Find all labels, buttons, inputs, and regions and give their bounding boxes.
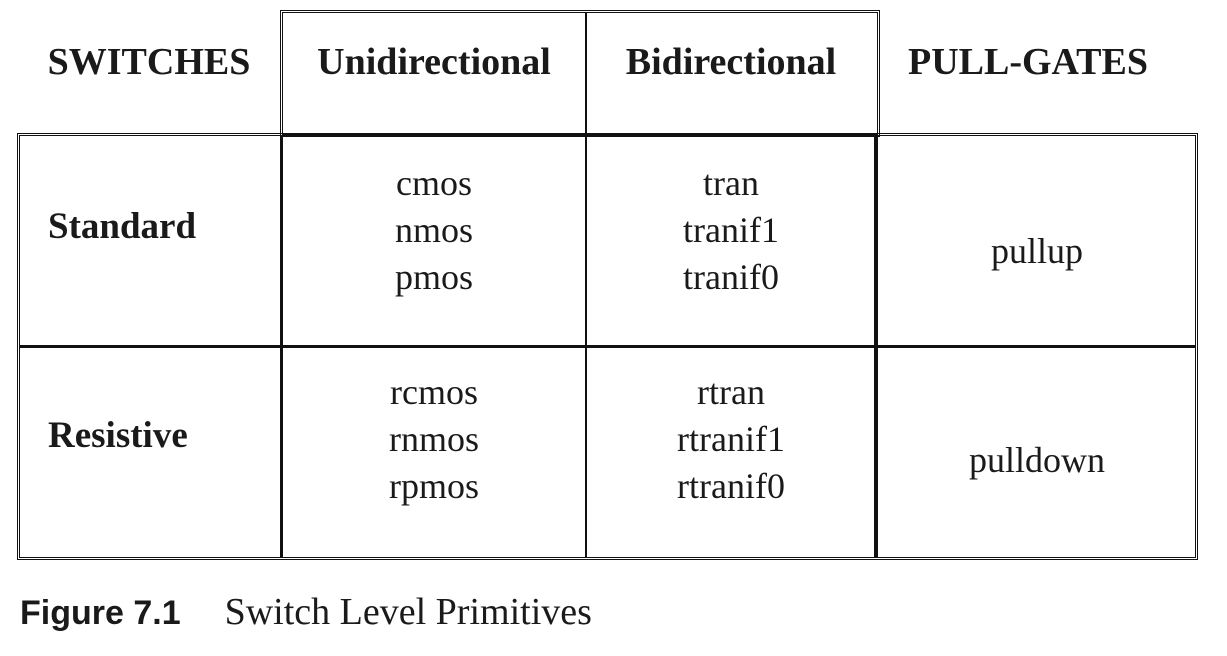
primitive-tranif0: tranif0 [683,257,779,297]
primitive-pulldown: pulldown [968,440,1105,480]
figure-label: Figure 7.1 [20,594,181,632]
header-unidirectional: Unidirectional [317,41,551,83]
primitive-rcmos: rcmos [390,372,478,412]
primitive-rtranif0: rtranif0 [677,466,785,506]
primitive-rtranif1: rtranif1 [677,419,785,459]
cell-resistive-unidirectional: rcmos rnmos rpmos [283,369,585,510]
cell-standard-unidirectional: cmos nmos pmos [283,160,585,301]
cell-standard-bidirectional: tran tranif1 tranif0 [587,160,875,301]
primitive-rnmos: rnmos [389,419,479,459]
cell-resistive-bidirectional: rtran rtranif1 rtranif0 [587,369,875,510]
primitive-pmos: pmos [394,257,473,297]
primitive-rpmos: rpmos [389,466,479,506]
cell-standard-pull-gate: pullup [878,228,1196,275]
header-pull-gates: PULL-GATES [907,41,1148,83]
primitive-rtran: rtran [697,372,765,412]
row-label-standard: Standard [48,206,197,247]
row-label-resistive: Resistive [48,415,188,456]
figure-title: Switch Level Primitives [224,591,592,633]
header-switches: SWITCHES [47,41,251,83]
primitive-tran: tran [703,163,759,203]
primitive-nmos: nmos [394,210,473,250]
body-frame [17,133,1198,560]
primitive-pullup: pullup [990,231,1083,271]
primitive-tranif1: tranif1 [683,210,779,250]
header-bidirectional: Bidirectional [625,41,837,83]
cell-resistive-pull-gate: pulldown [878,437,1196,484]
primitive-cmos: cmos [396,163,472,203]
row-divider [19,345,1196,348]
header-divider [585,12,587,137]
figure-caption: Figure 7.1 Switch Level Primitives [20,590,592,634]
